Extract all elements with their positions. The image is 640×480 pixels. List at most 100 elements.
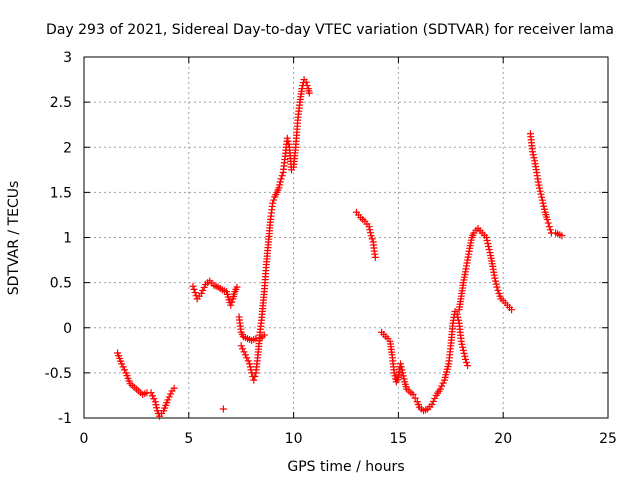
x-tick-label: 25 [599, 431, 617, 447]
data-point [493, 283, 501, 291]
data-point [366, 226, 374, 234]
data-point [484, 240, 492, 248]
data-point [191, 289, 199, 297]
x-tick-label: 0 [80, 431, 89, 447]
data-point [463, 358, 471, 366]
data-point [397, 363, 405, 371]
x-tick-label: 20 [494, 431, 512, 447]
data-point [270, 196, 278, 204]
y-tick-label: 1.5 [50, 185, 72, 201]
data-point [546, 226, 554, 234]
data-point [239, 345, 247, 353]
data-point [298, 85, 306, 93]
data-point [197, 289, 205, 297]
data-point [275, 184, 283, 192]
data-point [278, 172, 286, 180]
data-point [366, 229, 374, 237]
data-point [251, 372, 259, 380]
data-point [536, 187, 544, 195]
data-point [431, 394, 439, 402]
data-point [540, 202, 548, 210]
data-point [536, 184, 544, 192]
data-point [147, 389, 155, 397]
y-tick-label: 0 [63, 321, 72, 337]
data-point [199, 286, 207, 294]
data-point [302, 78, 310, 86]
data-point [284, 137, 292, 145]
data-point [529, 148, 537, 156]
y-tick-label: -1 [58, 411, 72, 427]
data-point [483, 237, 491, 245]
data-point [409, 391, 417, 399]
data-point [200, 283, 208, 291]
data-point [461, 355, 469, 363]
data-point [276, 181, 284, 189]
data-point [537, 190, 545, 198]
data-point [538, 196, 546, 204]
y-tick-label: 2 [63, 140, 72, 156]
data-point [276, 178, 284, 186]
data-point [303, 81, 311, 89]
data-point [227, 301, 235, 309]
data-point [396, 360, 404, 368]
data-point [119, 363, 127, 371]
data-point [529, 151, 537, 159]
data-point [492, 277, 500, 285]
data-point [539, 199, 547, 207]
data-point [237, 342, 245, 350]
data-point [494, 286, 502, 294]
data-point [190, 285, 198, 293]
data-point [459, 346, 467, 354]
data-point [244, 357, 252, 365]
data-point [233, 283, 241, 291]
data-point [390, 369, 398, 377]
data-point [457, 337, 465, 345]
y-tick-label: 2.5 [50, 95, 72, 111]
data-point [538, 193, 546, 201]
data-point [164, 396, 172, 404]
data-point [491, 274, 499, 282]
data-point [485, 243, 493, 251]
x-tick-label: 10 [285, 431, 303, 447]
data-point [558, 232, 566, 240]
data-point [461, 352, 469, 360]
data-point [459, 343, 467, 351]
data-point [153, 404, 161, 412]
data-point [368, 235, 376, 243]
data-point [454, 313, 462, 321]
data-point [152, 401, 160, 409]
data-point [411, 394, 419, 402]
data-point [508, 306, 516, 314]
x-axis-label: GPS time / hours [287, 459, 404, 475]
data-point [228, 298, 236, 306]
data-point [241, 351, 249, 359]
grid-lines [84, 57, 608, 418]
y-axis-label: SDTVAR / TECUs [6, 181, 22, 296]
data-point [530, 154, 538, 162]
data-point [454, 316, 462, 324]
data-point [400, 375, 408, 383]
data-point [148, 392, 156, 400]
data-point [305, 89, 313, 97]
y-tick-label: 3 [63, 50, 72, 66]
data-point [544, 219, 552, 227]
data-point [429, 397, 437, 405]
data-point [367, 232, 375, 240]
y-tick-label: -0.5 [45, 366, 72, 382]
data-point [428, 400, 436, 408]
data-point [240, 348, 248, 356]
data-point [269, 199, 277, 207]
axis-ticks: 0 5 10 15 20 25 -1 -0.5 0 0.5 1 1.5 2 2.5 3 [45, 50, 617, 447]
data-point [545, 223, 553, 231]
data-point [399, 372, 407, 380]
data-point [365, 223, 373, 231]
data-point [219, 405, 227, 413]
chart-title: Day 293 of 2021, Sidereal Day-to-day VTE… [46, 22, 614, 38]
x-tick-label: 15 [389, 431, 407, 447]
data-point [398, 366, 406, 374]
data-point [246, 363, 254, 371]
data-point [277, 175, 285, 183]
data-point [283, 134, 291, 142]
data-point [492, 280, 500, 288]
